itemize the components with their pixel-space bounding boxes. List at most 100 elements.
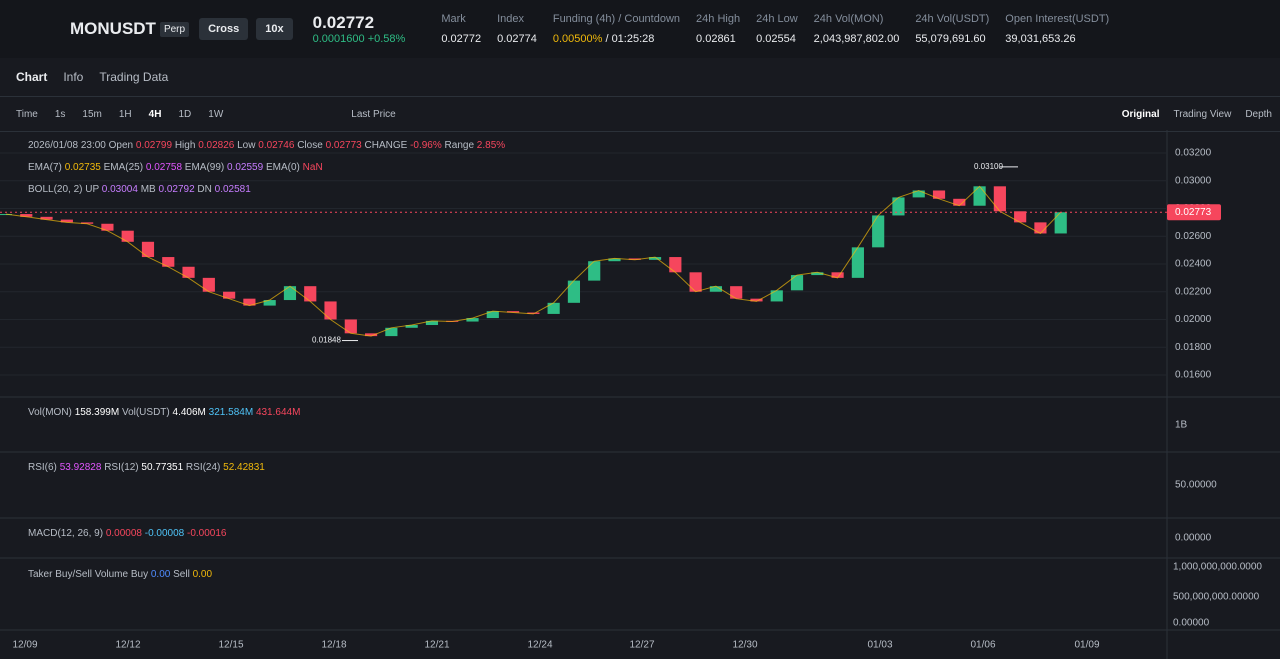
- legend-value: 0.02792: [158, 184, 195, 195]
- candle: [547, 302, 560, 314]
- stat: 24h Low 0.02554: [756, 13, 798, 45]
- stat-value: 55,079,691.60: [915, 33, 989, 45]
- legend-value: 0.02581: [215, 184, 252, 195]
- badge: Perp: [159, 21, 190, 37]
- legend-label: MACD(12, 26, 9): [28, 528, 103, 539]
- candle: [770, 290, 783, 302]
- date-label: 12/24: [527, 640, 552, 651]
- legend: Vol(MON) 158.399M Vol(USDT) 4.406M 321.5…: [28, 407, 300, 418]
- stat-value: 0.02861: [696, 33, 736, 45]
- stat-value: 2,043,987,802.00: [813, 33, 900, 45]
- candle: [304, 286, 317, 302]
- stat-label: 24h Low: [756, 13, 798, 25]
- legend-value: 0.02799: [136, 140, 173, 151]
- candle: [60, 219, 73, 223]
- leverage-button[interactable]: 10x: [256, 18, 293, 40]
- interval[interactable]: 1s: [54, 108, 66, 120]
- toolbar: Time 1s 15m 1H 4H 1D 1W Last Price Original Tradi…: [0, 97, 1280, 132]
- y-tick-label: 0.03200: [1175, 148, 1212, 159]
- legend-value: 53.92828: [60, 462, 102, 473]
- low-label: 0.01848: [312, 336, 341, 345]
- candle: [973, 186, 986, 206]
- rsi-axis-label: 50.00000: [1175, 480, 1217, 491]
- candle: [851, 247, 864, 278]
- stat-label: Funding (4h) / Countdown: [552, 13, 681, 25]
- view[interactable]: Depth: [1245, 108, 1272, 120]
- view[interactable]: Original: [1121, 108, 1160, 120]
- stat: Index 0.02774: [497, 13, 537, 45]
- interval[interactable]: 15m: [82, 108, 102, 120]
- candle: [405, 325, 418, 328]
- current-tag: [1167, 204, 1221, 221]
- change: 0.0001600: [312, 33, 365, 45]
- legend-label: MB: [141, 184, 156, 195]
- legend: EMA(7) 0.02735 EMA(25) 0.02758 EMA(99) 0…: [28, 162, 323, 173]
- interval[interactable]: 1H: [118, 108, 132, 120]
- legend-value: 0.02746: [258, 140, 295, 151]
- candle: [1014, 211, 1027, 223]
- candle: [669, 257, 682, 273]
- legend-label: Open: [109, 140, 133, 151]
- interval[interactable]: 4H: [148, 108, 162, 120]
- candle: [486, 311, 499, 319]
- candle: [892, 197, 905, 216]
- y-tick-label: 0.01800: [1175, 342, 1212, 353]
- candle: [993, 186, 1006, 212]
- candle: [912, 190, 925, 198]
- symbol[interactable]: MONUSDT: [70, 19, 156, 38]
- legend-value: 52.42831: [223, 462, 265, 473]
- candle: [1054, 212, 1067, 234]
- candle: [40, 216, 53, 220]
- high-label: 0.03100: [974, 162, 1003, 171]
- current-label: 0.02773: [1175, 207, 1212, 218]
- views: Original Trading View Depth: [1108, 109, 1272, 120]
- margin-button[interactable]: Cross: [199, 18, 249, 40]
- legend-label: DN: [197, 184, 211, 195]
- legend-label: High: [175, 140, 196, 151]
- candle: [385, 327, 398, 337]
- stat: 24h Vol(MON) 2,043,987,802.00: [814, 13, 900, 45]
- legend-value: 0.00008: [106, 528, 143, 539]
- date-label: 01/09: [1074, 640, 1099, 651]
- stat-label: 24h High: [696, 13, 741, 25]
- y-tick-label: 0.02000: [1175, 314, 1212, 325]
- legend-value: 4.406M: [173, 407, 206, 418]
- y-tick-label: 0.03000: [1175, 175, 1212, 186]
- tab[interactable]: Trading Data: [99, 70, 169, 84]
- interval[interactable]: 1W: [208, 108, 224, 120]
- tab[interactable]: Chart: [16, 70, 48, 84]
- stat: 24h Vol(USDT) 55,079,691.60: [915, 13, 989, 45]
- stats: Mark 0.02772 Index 0.02774 Funding (4h) / Co…: [425, 13, 1109, 45]
- stat: Mark 0.02772: [441, 13, 481, 45]
- view[interactable]: Trading View: [1173, 108, 1232, 120]
- price-box: 0.02772 0.0001600 +0.58%: [313, 13, 406, 45]
- legend-label: BOLL(20, 2): [28, 184, 82, 195]
- stat-label: 24h Vol(USDT): [915, 13, 990, 25]
- date-label: 01/06: [970, 640, 995, 651]
- legend-label: UP: [85, 184, 99, 195]
- interval[interactable]: Time: [16, 108, 38, 120]
- candle: [20, 214, 33, 217]
- tab[interactable]: Info: [63, 70, 84, 84]
- legend: Taker Buy/Sell Volume Buy 0.00 Sell 0.00: [28, 569, 212, 580]
- legend: 2026/01/08 23:00 Open 0.02799 High 0.028…: [28, 140, 505, 151]
- price-type[interactable]: Last Price: [351, 108, 396, 120]
- legend-date: 2026/01/08 23:00: [28, 140, 106, 151]
- stat: Funding (4h) / Countdown 0.00500% / 01:25…: [553, 13, 680, 45]
- legend: RSI(6) 53.92828 RSI(12) 50.77351 RSI(24)…: [28, 462, 265, 473]
- date-label: 01/03: [867, 640, 892, 651]
- legend-value: 431.644M: [256, 407, 300, 418]
- legend-label: Range: [445, 140, 475, 151]
- candle: [750, 298, 763, 302]
- stat-value: 0.02554: [756, 33, 796, 45]
- candle: [567, 280, 581, 303]
- candle: [283, 286, 297, 301]
- legend: BOLL(20, 2) UP 0.03004 MB 0.02792 DN 0.0…: [28, 184, 251, 195]
- candle: [831, 272, 844, 278]
- intervals: Time 1s 15m 1H 4H 1D 1W: [7, 109, 231, 120]
- legend-value: -0.96%: [410, 140, 442, 151]
- stat-value: 2,043,987,802.00: [814, 33, 900, 45]
- interval[interactable]: 1D: [178, 108, 192, 120]
- stat-value: 0.02774: [497, 33, 537, 45]
